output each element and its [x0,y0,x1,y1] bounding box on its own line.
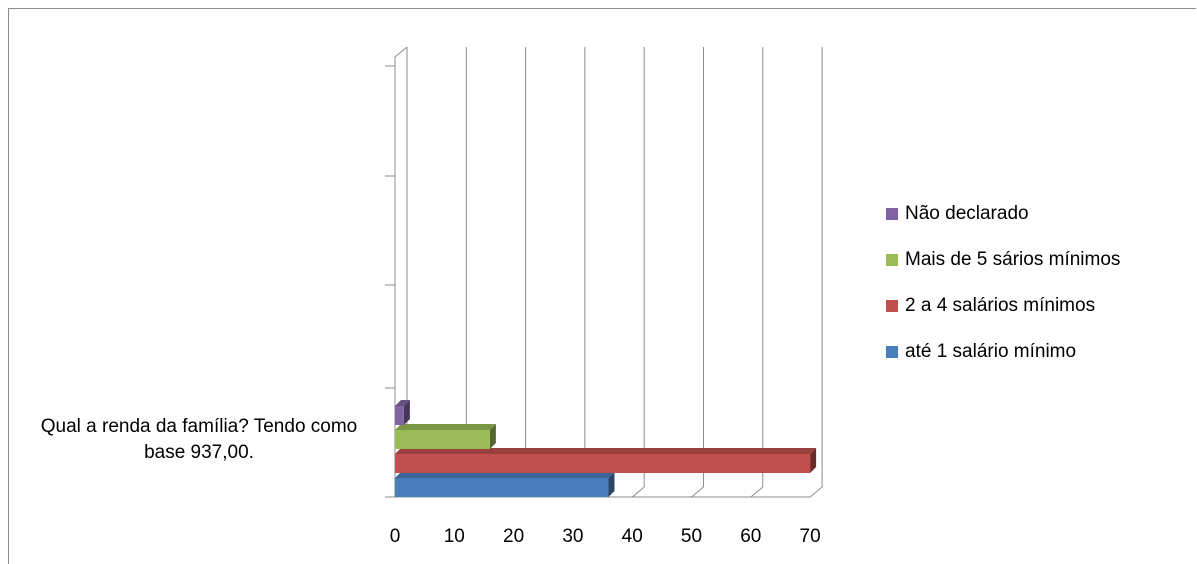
legend-item: até 1 salário mínimo [886,340,1120,364]
bar [395,424,496,449]
bar-front-face [395,478,609,497]
category-label: Qual a renda da família? Tendo como base… [40,416,358,463]
x-tick-label: 30 [562,526,583,547]
legend: Não declarado Mais de 5 sários mínimos 2 a… [886,202,1120,386]
legend-label: Não declarado [905,203,1029,224]
wall-top-edge [394,46,408,58]
floor-gridline [750,486,764,498]
bars-layer [395,400,817,497]
bar-side-face [608,472,615,497]
x-tick-label: 0 [390,526,401,547]
x-tick-label: 50 [681,526,702,547]
bar-side-face [810,448,817,473]
floor-gridline [809,486,823,498]
floor-gridline [631,486,645,498]
chart-frame [8,8,1196,564]
legend-item: Não declarado [886,202,1120,226]
x-tick-label: 70 [800,526,821,547]
x-tick-labels: 0 10 20 30 40 50 60 70 [390,526,821,547]
x-tick-label: 10 [444,526,465,547]
x-tick-label: 20 [503,526,524,547]
bar-front-face [395,406,404,425]
bar-top-face [395,472,615,478]
legend-label: Mais de 5 sários mínimos [905,249,1121,270]
bar [395,472,615,497]
bar-top-face [395,400,410,406]
bar-side-face [403,400,410,425]
legend-swatch [886,300,898,312]
x-tick-label: 60 [740,526,761,547]
legend-swatch [886,346,898,358]
legend-item: Mais de 5 sários mínimos [886,248,1120,272]
bar-front-face [395,430,490,449]
legend-swatch [886,254,898,266]
bar-side-face [489,424,496,449]
bar [395,400,410,425]
bar [395,448,817,473]
floor-gridline [691,486,704,498]
legend-label: até 1 salário mínimo [905,341,1077,362]
x-tick-label: 40 [622,526,643,547]
bar-top-face [395,424,496,430]
legend-item: 2 a 4 salários mínimos [886,294,1120,318]
bar-front-face [395,454,811,473]
legend-swatch [886,208,898,220]
bar-top-face [395,448,817,454]
legend-label: 2 a 4 salários mínimos [905,295,1096,316]
